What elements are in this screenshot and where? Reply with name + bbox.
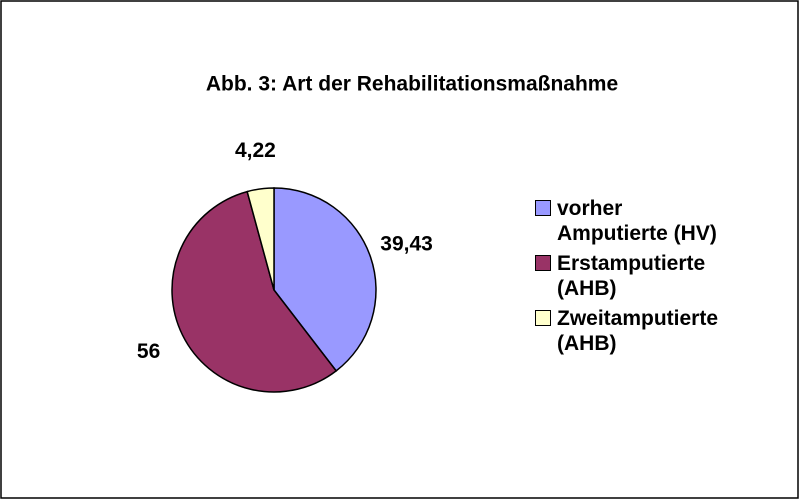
data-label: 56 bbox=[137, 340, 160, 363]
pie-slice bbox=[246, 187, 275, 291]
data-label: 39,43 bbox=[380, 232, 433, 255]
legend-swatch bbox=[535, 255, 551, 271]
legend-swatch bbox=[535, 310, 551, 326]
legend-label: Erstamputierte (AHB) bbox=[557, 252, 706, 300]
legend: vorher Amputierte (HV) Erstamputierte (AH… bbox=[535, 196, 735, 361]
legend-label: vorher Amputierte (HV) bbox=[557, 197, 717, 245]
legend-item: Zweitamputierte (AHB) bbox=[535, 306, 735, 356]
legend-item: Erstamputierte (AHB) bbox=[535, 251, 735, 301]
chart-title: Abb. 3: Art der Rehabilitationsmaßnahme bbox=[206, 73, 618, 96]
pie-slice bbox=[273, 187, 377, 372]
legend-item: vorher Amputierte (HV) bbox=[535, 196, 735, 246]
data-label: 4,22 bbox=[235, 139, 276, 162]
legend-swatch bbox=[535, 200, 551, 216]
legend-label: Zweitamputierte (AHB) bbox=[557, 307, 719, 355]
pie-slice bbox=[171, 190, 338, 393]
